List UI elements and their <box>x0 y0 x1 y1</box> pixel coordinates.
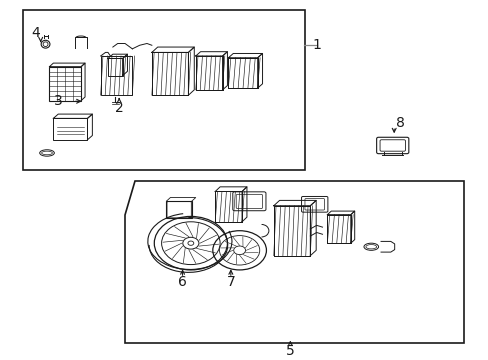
Polygon shape <box>125 181 463 343</box>
Bar <box>327 215 350 243</box>
Text: 3: 3 <box>54 94 62 108</box>
Bar <box>152 53 188 95</box>
Text: 4: 4 <box>31 26 40 40</box>
Text: 2: 2 <box>115 101 123 115</box>
Bar <box>101 56 132 95</box>
Text: 8: 8 <box>395 116 404 130</box>
Bar <box>273 206 310 256</box>
Bar <box>195 56 222 90</box>
Bar <box>215 192 242 222</box>
Bar <box>228 58 257 88</box>
Bar <box>22 10 305 170</box>
Bar <box>49 67 81 100</box>
Bar <box>53 118 87 140</box>
Text: 1: 1 <box>312 38 321 52</box>
Bar <box>273 206 310 256</box>
Bar <box>327 215 350 243</box>
Text: 5: 5 <box>285 344 294 358</box>
Bar <box>195 56 222 90</box>
Bar <box>215 192 242 222</box>
Text: 6: 6 <box>178 275 186 289</box>
Bar <box>166 201 191 218</box>
Bar <box>152 53 188 95</box>
Bar <box>108 58 122 76</box>
Bar <box>228 58 257 88</box>
Text: 7: 7 <box>226 275 235 289</box>
